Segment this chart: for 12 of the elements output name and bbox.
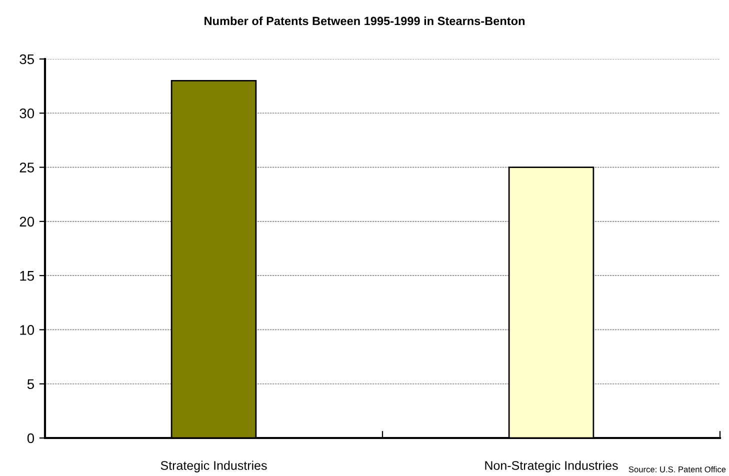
y-tick-label: 25 [20, 162, 34, 172]
y-tick-label: 10 [20, 325, 34, 335]
x-tick-label: Non-Strategic Industries [485, 460, 618, 472]
y-tick-label: 15 [20, 271, 34, 281]
y-tick-label: 30 [20, 108, 34, 118]
source-note: Source: U.S. Patent Office [628, 466, 726, 472]
x-tick-label: Strategic Industries [160, 460, 267, 472]
y-tick-label: 0 [27, 433, 34, 444]
y-tick-label: 35 [20, 54, 34, 64]
y-tick-label: 20 [20, 216, 34, 227]
chart-title: Number of Patents Between 1995-1999 in Stearns-Benton [204, 16, 525, 26]
y-tick-label: 5 [27, 379, 34, 390]
